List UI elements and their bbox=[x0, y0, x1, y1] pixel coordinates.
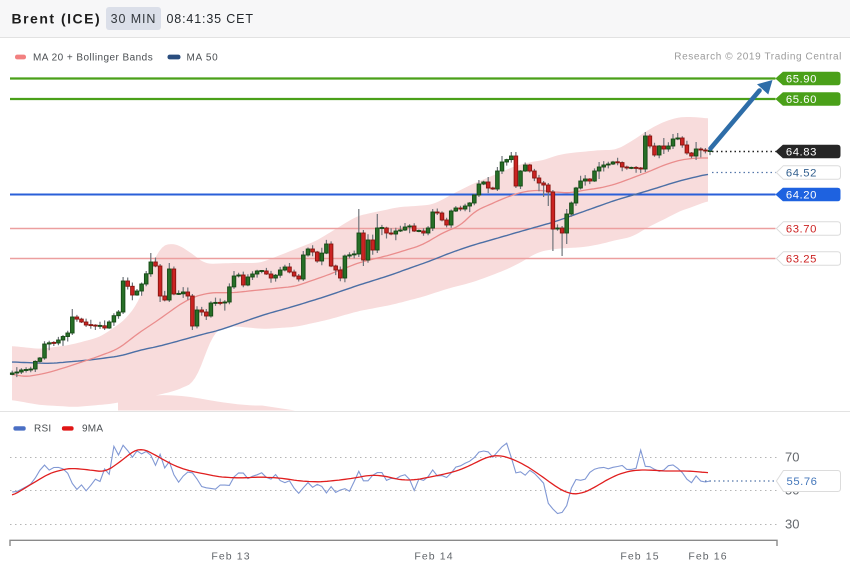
svg-text:Brent (ICE): Brent (ICE) bbox=[12, 11, 102, 27]
svg-text:Feb 16: Feb 16 bbox=[688, 551, 727, 563]
svg-text:55.76: 55.76 bbox=[787, 476, 818, 488]
svg-text:Feb 13: Feb 13 bbox=[211, 551, 250, 563]
svg-text:RSI: RSI bbox=[34, 424, 51, 435]
svg-text:64.20: 64.20 bbox=[786, 190, 817, 202]
svg-text:Feb 15: Feb 15 bbox=[620, 551, 659, 563]
svg-text:65.90: 65.90 bbox=[786, 74, 817, 86]
svg-text:64.52: 64.52 bbox=[786, 168, 817, 180]
svg-text:MA 50: MA 50 bbox=[187, 53, 219, 64]
svg-text:70: 70 bbox=[785, 450, 799, 465]
svg-text:63.70: 63.70 bbox=[786, 224, 817, 236]
svg-text:MA 20 + Bollinger Bands: MA 20 + Bollinger Bands bbox=[33, 53, 153, 64]
svg-text:08:41:35 CET: 08:41:35 CET bbox=[167, 12, 254, 26]
svg-text:30: 30 bbox=[785, 517, 799, 532]
svg-text:Research © 2019 Trading Centra: Research © 2019 Trading Central bbox=[674, 52, 842, 63]
svg-text:9MA: 9MA bbox=[82, 424, 103, 435]
svg-text:64.83: 64.83 bbox=[786, 147, 817, 159]
svg-text:Feb 14: Feb 14 bbox=[414, 551, 453, 563]
svg-text:30 MIN: 30 MIN bbox=[111, 12, 157, 26]
svg-text:65.60: 65.60 bbox=[786, 94, 817, 106]
svg-text:63.25: 63.25 bbox=[786, 254, 817, 266]
